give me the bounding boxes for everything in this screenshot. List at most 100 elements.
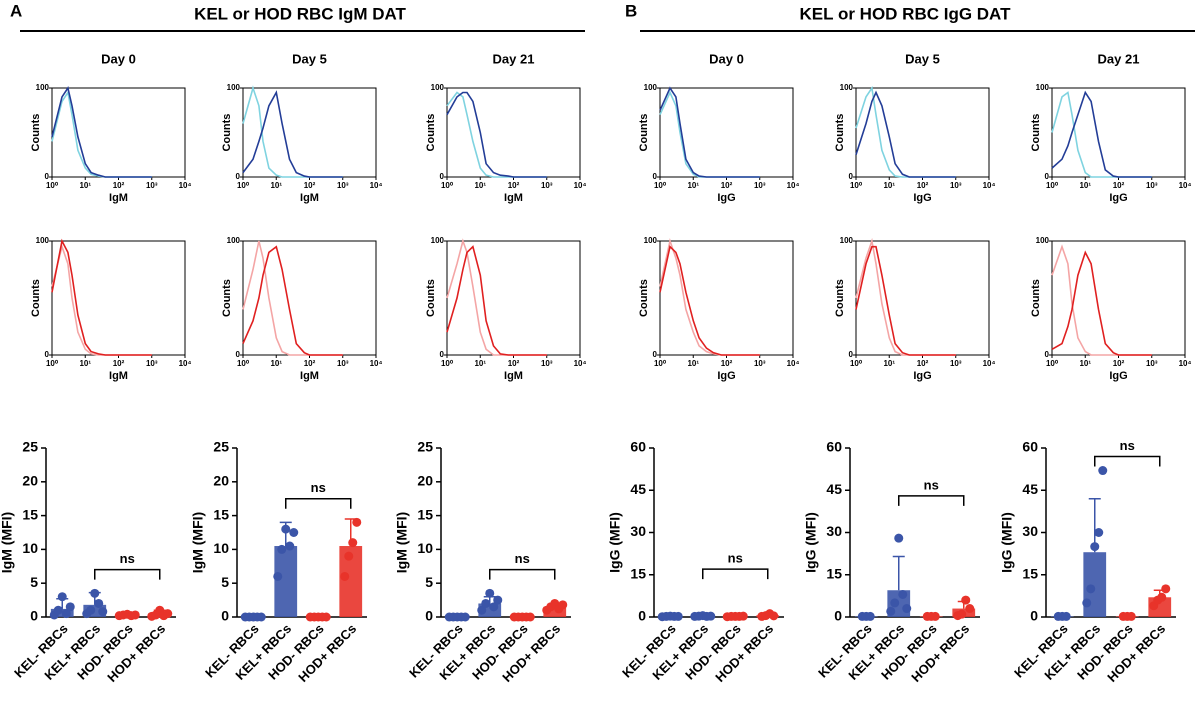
histogram-line [855, 237, 956, 356]
significance-bracket [94, 568, 161, 580]
day-title: Day 0 [101, 51, 136, 66]
x-axis-label: IgM [504, 192, 523, 204]
histogram-line [1051, 90, 1152, 178]
y-tick-label: 0 [236, 350, 241, 359]
x-axis-label: IgG [717, 370, 735, 382]
day-title: Day 5 [905, 51, 940, 66]
y-tick-label: 100 [431, 83, 445, 92]
data-point [961, 595, 971, 605]
y-tick-label: 100 [1036, 83, 1050, 92]
data-point [321, 612, 331, 622]
x-axis-label: IgM [300, 370, 319, 382]
data-point [1090, 542, 1100, 552]
x-tick-label: 10¹ [79, 181, 91, 190]
x-tick-label: 10³ [950, 181, 962, 190]
y-tick-label: 0 [45, 172, 50, 181]
x-tick-label: 10¹ [79, 359, 91, 368]
data-point [673, 611, 683, 621]
x-tick-label: 10³ [754, 359, 766, 368]
y-tick-label: 100 [36, 236, 50, 245]
significance-bracket [285, 497, 352, 509]
y-tick-label: 100 [840, 83, 854, 92]
x-tick-label: 10³ [754, 181, 766, 190]
histogram-line [1051, 244, 1152, 356]
histogram-line [855, 90, 956, 178]
y-axis-label: Counts [221, 279, 233, 317]
y-axis-label: Counts [30, 279, 42, 317]
histogram-line [446, 245, 547, 356]
data-point [460, 612, 470, 622]
data-point [90, 588, 100, 598]
x-tick-label: 10² [304, 359, 316, 368]
data-point [352, 517, 362, 527]
x-tick-label: 10⁴ [370, 181, 383, 190]
histogram-line [446, 238, 547, 356]
data-point [98, 607, 108, 617]
x-axis-label: IgG [913, 192, 931, 204]
x-tick-label: 10⁴ [179, 181, 192, 190]
x-tick-label: 10³ [1146, 359, 1158, 368]
bar [274, 546, 298, 617]
x-tick-label: 10² [304, 181, 316, 190]
data-point [1082, 598, 1092, 608]
x-tick-label: 10³ [950, 359, 962, 368]
y-tick-label: 20 [213, 473, 229, 489]
data-point [769, 611, 779, 621]
histogram-line [51, 238, 152, 356]
x-tick-label: 10⁴ [179, 359, 192, 368]
histogram-line [51, 86, 152, 178]
x-tick-label: 10⁰ [850, 359, 863, 368]
data-point [163, 609, 173, 619]
x-tick-label: 10⁰ [654, 359, 667, 368]
x-tick-label: 10² [917, 359, 929, 368]
x-axis-label: IgM [109, 370, 128, 382]
data-point [902, 604, 912, 614]
x-tick-label: 10¹ [883, 181, 895, 190]
y-tick-label: 0 [30, 608, 38, 624]
y-tick-label: 0 [221, 608, 229, 624]
significance-label: ns [1120, 438, 1135, 453]
y-axis-label: Counts [30, 114, 42, 152]
data-point [957, 609, 967, 619]
histogram-line [51, 90, 152, 178]
data-point [894, 533, 904, 543]
y-tick-label: 5 [425, 574, 433, 590]
data-point [489, 602, 499, 612]
significance-label: ns [311, 480, 326, 495]
data-point [1126, 611, 1136, 621]
x-tick-label: 10¹ [1079, 181, 1091, 190]
y-tick-label: 10 [213, 540, 229, 556]
y-tick-label: 0 [834, 608, 842, 624]
y-axis-label: IgM (MFI) [394, 512, 410, 573]
histogram-line [446, 91, 547, 178]
y-axis-label: IgM (MFI) [190, 512, 206, 573]
y-tick-label: 20 [22, 473, 38, 489]
x-tick-label: 10⁴ [574, 359, 587, 368]
data-point [1086, 584, 1096, 594]
data-point [485, 588, 495, 598]
data-point [558, 600, 568, 610]
y-axis-label: Counts [1030, 114, 1042, 152]
x-tick-label: 10³ [146, 181, 158, 190]
y-tick-label: 0 [653, 172, 658, 181]
histogram-line [659, 90, 760, 178]
plot-frame [446, 240, 581, 356]
y-tick-label: 100 [644, 236, 658, 245]
panel-title: KEL or HOD RBC IgM DAT [194, 4, 406, 23]
significance-label: ns [120, 551, 135, 566]
x-tick-label: 10⁰ [850, 181, 863, 190]
error-bar [892, 555, 905, 591]
data-point [1094, 528, 1104, 537]
plot-frame [242, 87, 377, 178]
x-tick-label: 10² [1113, 359, 1125, 368]
y-tick-label: 5 [221, 574, 229, 590]
y-axis-label: IgG (MFI) [999, 512, 1015, 573]
y-tick-label: 0 [236, 172, 241, 181]
x-axis-label: IgM [504, 370, 523, 382]
x-tick-label: 10⁰ [441, 181, 454, 190]
x-tick-label: 10⁴ [370, 359, 383, 368]
x-tick-label: 10³ [1146, 181, 1158, 190]
y-tick-label: 15 [826, 565, 842, 581]
bar [543, 606, 567, 617]
x-axis-label: IgM [109, 192, 128, 204]
